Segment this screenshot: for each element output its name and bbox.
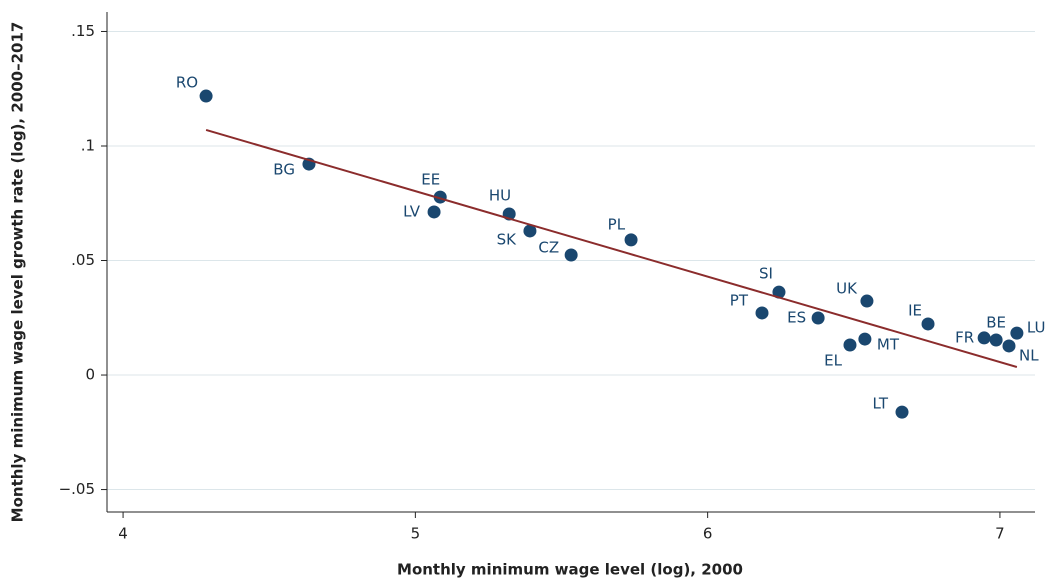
point-label: BE bbox=[986, 313, 1006, 331]
y-axis-title: Monthly minimum wage level growth rate (… bbox=[9, 22, 27, 523]
point bbox=[843, 338, 857, 352]
x-tick-label: 6 bbox=[703, 525, 713, 543]
point bbox=[755, 306, 769, 320]
point-label: EE bbox=[421, 171, 440, 189]
point bbox=[1002, 339, 1016, 353]
point-label: RO bbox=[176, 74, 198, 92]
point bbox=[427, 205, 441, 219]
point-label: PL bbox=[608, 215, 626, 233]
point bbox=[858, 332, 872, 346]
point bbox=[624, 233, 638, 247]
point-label: SI bbox=[759, 265, 773, 283]
point bbox=[199, 89, 213, 103]
fit-line bbox=[205, 128, 1018, 368]
point-label: PT bbox=[730, 291, 749, 309]
point-label: CZ bbox=[538, 239, 559, 257]
point bbox=[977, 331, 991, 345]
point-label: BG bbox=[273, 161, 295, 179]
y-tick-label: .15 bbox=[71, 22, 95, 40]
point-label: IE bbox=[908, 301, 922, 319]
x-tick-label: 4 bbox=[118, 525, 128, 543]
point bbox=[1010, 326, 1024, 340]
point-label: NL bbox=[1019, 346, 1039, 364]
point-label: ES bbox=[787, 309, 806, 327]
point bbox=[895, 405, 909, 419]
point bbox=[772, 285, 786, 299]
point bbox=[564, 248, 578, 262]
point bbox=[921, 317, 935, 331]
point bbox=[860, 294, 874, 308]
point-label: HU bbox=[489, 187, 511, 205]
x-tick-label: 7 bbox=[995, 525, 1005, 543]
point-label: MT bbox=[877, 336, 900, 354]
point-label: LT bbox=[873, 395, 889, 413]
point-label: UK bbox=[836, 280, 858, 298]
point bbox=[811, 311, 825, 325]
point-label: SK bbox=[497, 230, 518, 248]
x-axis-title: Monthly minimum wage level (log), 2000 bbox=[397, 561, 743, 579]
point bbox=[523, 224, 537, 238]
x-tick-label: 5 bbox=[411, 525, 421, 543]
point-label: FR bbox=[955, 328, 974, 346]
y-tick-label: .1 bbox=[81, 136, 95, 154]
y-tick-label: 0 bbox=[85, 366, 95, 384]
y-tick-label: −.05 bbox=[59, 480, 95, 498]
point-label: LV bbox=[403, 202, 421, 220]
point-label: EL bbox=[824, 352, 842, 370]
y-tick-label: .05 bbox=[71, 251, 95, 269]
point-label: LU bbox=[1027, 319, 1046, 337]
point bbox=[989, 333, 1003, 347]
